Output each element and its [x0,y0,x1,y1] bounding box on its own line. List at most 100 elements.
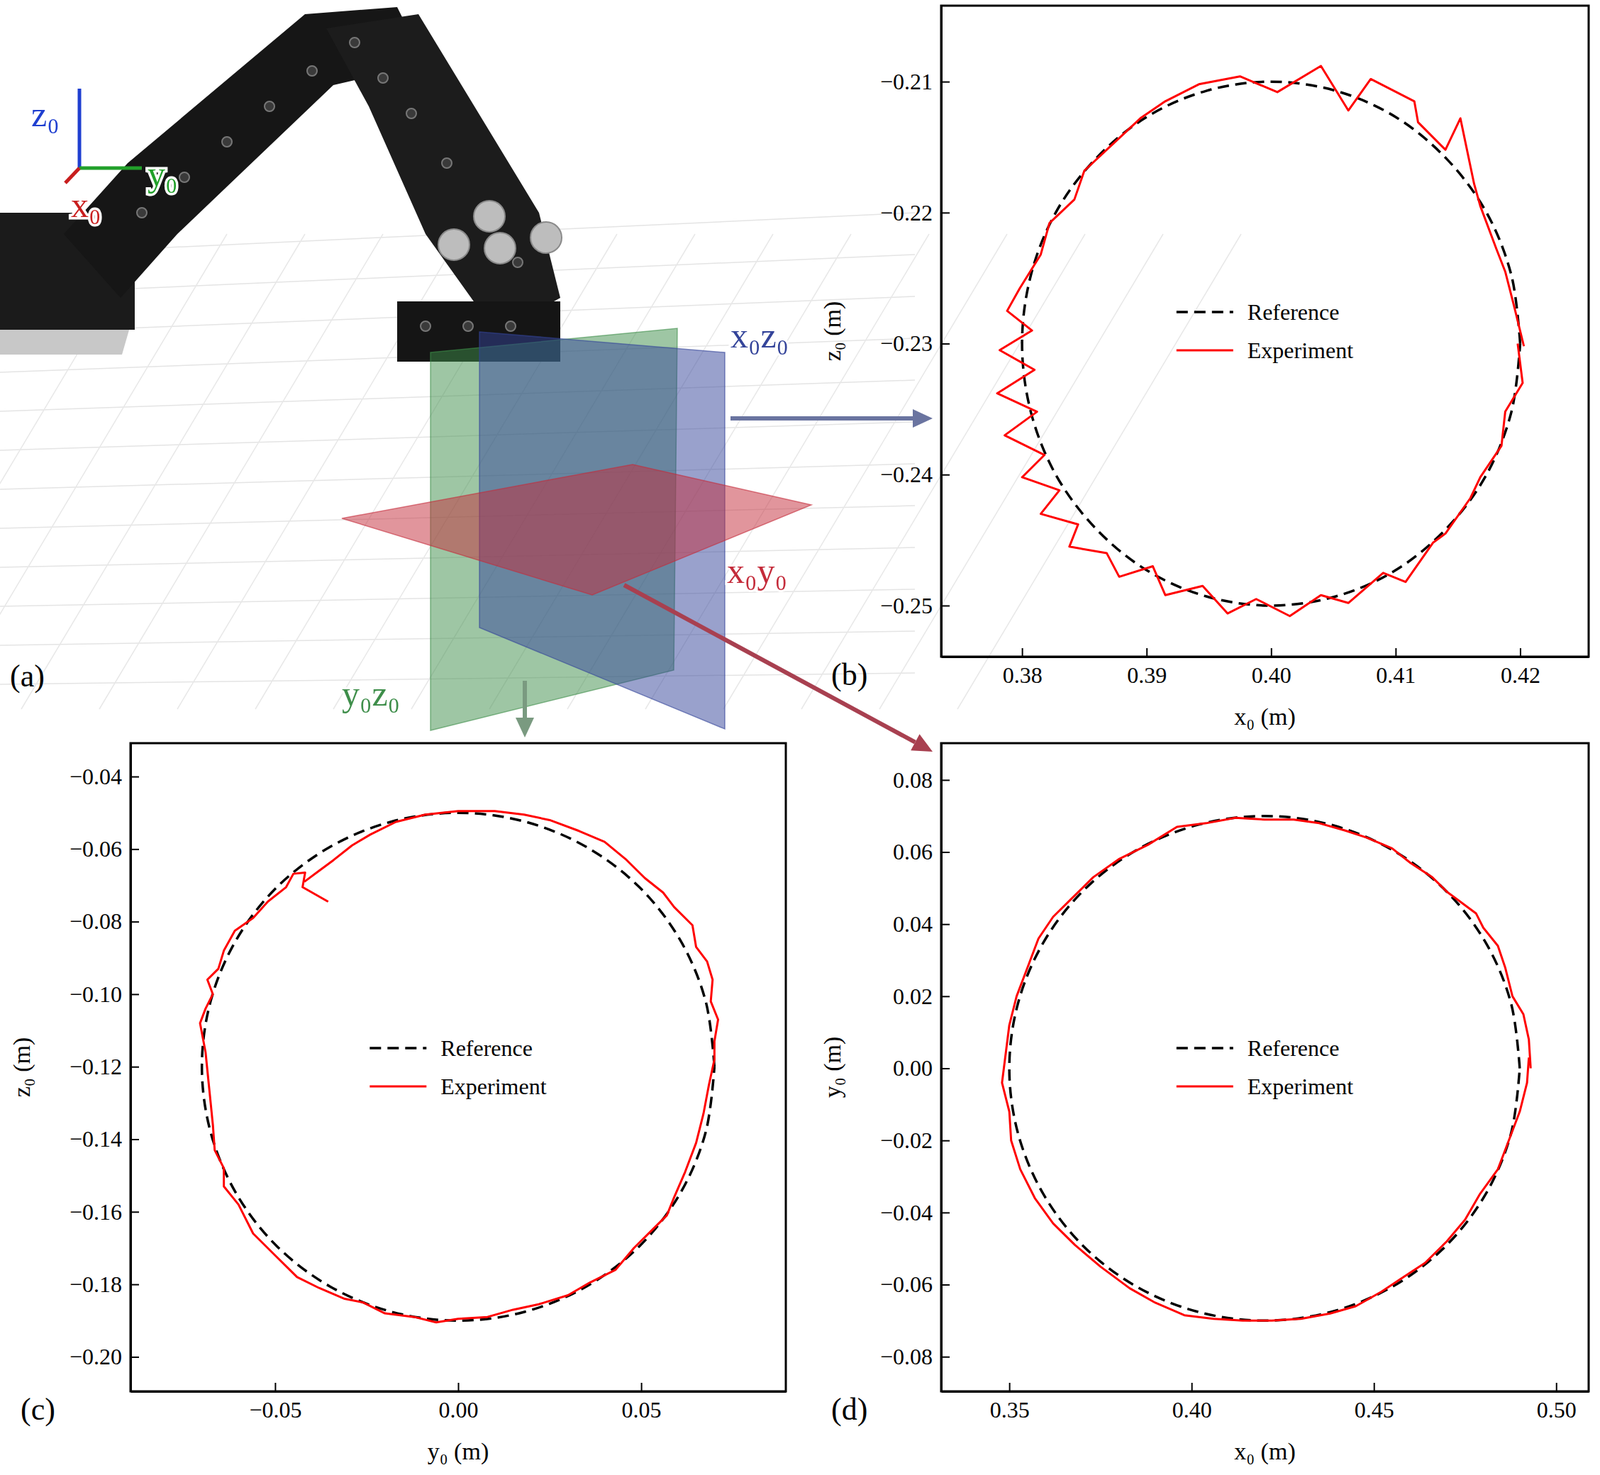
y-tick-label: −0.20 [69,1343,122,1370]
x-tick: 0.41 [1375,648,1416,688]
legend-swatch [1176,349,1234,352]
y-tick: 0.08 [892,767,950,793]
y-tick-mark [941,1356,950,1359]
bolt-hole [463,321,474,332]
x-tick-label: 0.40 [1172,1397,1213,1423]
x-tick-mark [458,1382,460,1392]
y-tick-label: −0.08 [69,908,122,935]
y-tick: −0.04 [69,763,140,790]
y-tick-mark [130,921,140,923]
y-tick: −0.24 [880,461,950,488]
chart-panel: −0.050.000.05−0.20−0.18−0.16−0.14−0.12−0… [8,743,787,1466]
x-tick-mark [1556,1382,1558,1392]
arrow-head [910,734,933,752]
x-tick-mark [641,1382,643,1392]
plot-area [200,811,718,1323]
y-tick: −0.20 [69,1343,140,1370]
panel-label: (b) [831,657,868,693]
x-tick-label: 0.39 [1126,662,1167,688]
arrow-head [912,409,933,428]
panel-label: (d) [831,1392,868,1427]
y-tick-label: −0.08 [880,1343,933,1370]
legend: ReferenceExperiment [1176,1035,1354,1100]
y-tick-mark [941,1068,950,1070]
y-axis-title: y₀ (m) [819,1036,847,1098]
frame-axis [79,166,142,171]
y-tick-label: −0.04 [880,1200,933,1226]
x-tick-label: 0.38 [1002,662,1043,688]
x-tick-mark [1270,648,1273,657]
y-tick: −0.14 [69,1126,140,1152]
y-tick-mark [941,1140,950,1142]
frame-label: x₀ [70,185,101,225]
y-tick-mark [130,1284,140,1286]
legend-swatch [1176,1085,1234,1088]
floor-line [99,234,383,710]
y-tick-mark [130,1139,140,1141]
y-tick-mark [941,343,950,345]
x-tick: 0.00 [439,1382,479,1423]
y-tick-mark [130,1356,140,1359]
chart-panel: 0.380.390.400.410.42−0.25−0.24−0.23−0.22… [819,5,1590,731]
x-tick: 0.45 [1354,1382,1395,1423]
y-tick: −0.08 [880,1343,950,1370]
figure: x₀z₀x₀y₀y₀z₀z₀y₀x₀(a)0.380.390.400.410.4… [0,0,1600,1475]
forearm [326,14,561,334]
plot-area [1002,816,1531,1322]
legend-swatch [369,1046,427,1050]
arrow-shaft [730,416,913,421]
floor-line [957,234,1242,710]
y-tick: −0.10 [69,981,140,1008]
x-tick: 0.05 [621,1382,662,1423]
experiment-line [997,65,1525,617]
y-tick: −0.23 [880,330,950,357]
x-axis: −0.050.000.05 [131,1382,787,1423]
x-tick-label: 0.05 [621,1397,662,1423]
frame-label: y₀ [147,153,178,194]
x-tick: 0.35 [990,1382,1030,1423]
y-tick-mark [941,212,950,214]
plot-frame [130,743,786,1392]
marker-sphere [484,232,516,264]
bolt-hole [264,101,275,112]
y-tick-label: −0.16 [69,1199,122,1225]
x-tick: 0.38 [1002,648,1043,688]
y-tick-label: 0.00 [892,1055,933,1081]
x-tick: 0.50 [1536,1382,1577,1423]
panel-label: (a) [9,658,45,694]
legend: ReferenceExperiment [1176,299,1354,364]
x-tick-label: 0.50 [1536,1397,1577,1423]
x-axis-title: x₀ (m) [1234,703,1296,731]
bolt-hole [505,321,516,332]
frame-axis [78,88,82,169]
marker-sphere [473,200,505,232]
x-axis-title: x₀ (m) [1234,1438,1296,1466]
experiment-line [200,811,718,1323]
legend-swatch [1176,310,1234,314]
schematic: x₀z₀x₀y₀y₀z₀z₀y₀x₀(a) [0,7,1242,752]
y-tick-label: −0.21 [880,68,933,95]
x-tick: 0.39 [1126,648,1167,688]
y-tick-label: 0.08 [892,767,933,793]
robot-arm [0,7,562,362]
x-tick: 0.40 [1172,1382,1213,1423]
marker-sphere [438,229,470,261]
y-tick-mark [130,1066,140,1069]
x-tick-mark [1395,648,1397,657]
y-tick-label: −0.14 [69,1126,122,1152]
y-tick: −0.06 [880,1271,950,1298]
arrow-shaft [624,585,915,743]
plot-area [997,65,1525,617]
y-tick-mark [941,779,950,781]
x-axis-line [941,1390,1590,1393]
bolt-hole [221,136,232,147]
bolt-hole [512,257,523,268]
y-axis-line [940,743,943,1393]
y-tick-label: −0.06 [880,1271,933,1298]
arrow-shaft [522,680,527,718]
y-tick-label: −0.24 [880,461,933,488]
legend-label: Experiment [1247,337,1354,364]
y-tick-label: −0.22 [880,200,933,226]
legend-swatch [1176,1046,1234,1050]
bolt-hole [420,321,431,332]
